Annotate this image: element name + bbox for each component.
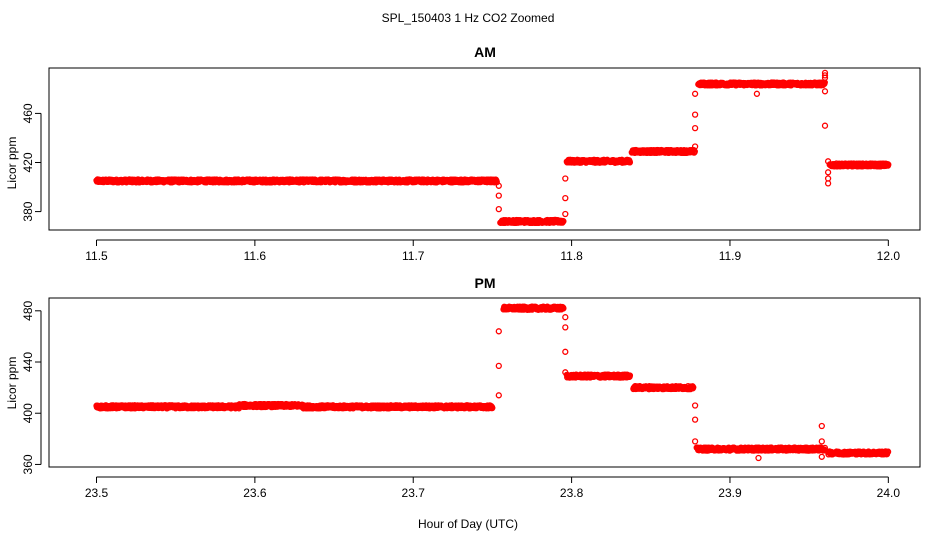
am-data-point	[495, 192, 502, 199]
pm-y-tick-label: 360	[21, 454, 35, 474]
pm-data-point	[495, 328, 502, 335]
am-data-point	[824, 180, 832, 187]
pm-data-point	[560, 305, 567, 312]
pm-data-point	[884, 448, 892, 455]
am-data-point	[821, 122, 829, 129]
am-data-points	[93, 69, 892, 227]
am-data-point	[824, 169, 832, 176]
pm-x-tick-label: 23.7	[402, 486, 426, 500]
am-data-point	[626, 159, 634, 166]
pm-data-point	[691, 416, 699, 423]
pm-x-tick-label: 23.6	[243, 486, 267, 500]
pm-panel-title: PM	[475, 275, 496, 291]
am-data-point	[691, 111, 699, 118]
pm-data-point	[495, 392, 502, 399]
pm-y-tick-label: 440	[21, 352, 35, 372]
am-data-point	[562, 210, 569, 218]
am-data-point	[885, 161, 892, 168]
am-data-point	[495, 205, 502, 213]
am-data-point	[824, 158, 832, 165]
am-x-tick-label: 12.0	[877, 249, 901, 263]
am-x-tick-label: 11.9	[719, 249, 742, 263]
pm-data-point	[626, 372, 634, 379]
pm-data-point	[495, 362, 502, 370]
pm-data-point	[818, 438, 825, 445]
am-y-tick-label: 420	[21, 152, 35, 172]
am-y-tick-label: 380	[21, 201, 35, 221]
pm-data-point	[821, 444, 829, 452]
am-x-tick-label: 11.7	[402, 249, 425, 263]
figure-title: SPL_150403 1 Hz CO2 Zoomed	[382, 11, 555, 25]
pm-data-point	[562, 348, 569, 355]
am-data-point	[691, 143, 699, 150]
am-data-point	[821, 69, 829, 77]
am-y-axis-label: Licor ppm	[5, 137, 19, 190]
am-data-point	[495, 182, 502, 189]
pm-data-point	[562, 314, 569, 321]
am-x-tick-label: 11.6	[244, 249, 267, 263]
am-panel: AM Licor ppm 11.5 11.6 11.7 11.8 11.9 12.0 380…	[5, 44, 921, 263]
pm-data-point	[691, 438, 699, 445]
pm-data-points	[93, 303, 892, 462]
pm-y-axis-label: Licor ppm	[5, 357, 19, 410]
x-axis-label: Hour of Day (UTC)	[418, 517, 518, 531]
pm-data-point	[691, 402, 699, 409]
am-y-tick-label: 460	[21, 103, 35, 123]
am-x-tick-label: 11.8	[560, 249, 583, 263]
am-data-point	[821, 88, 829, 95]
am-data-point	[753, 90, 761, 97]
pm-x-tick-label: 23.5	[85, 486, 109, 500]
pm-data-point	[562, 369, 569, 376]
am-data-point	[562, 175, 569, 182]
am-plot-frame	[48, 67, 921, 231]
pm-data-point	[562, 324, 569, 331]
pm-data-point	[690, 384, 697, 391]
pm-plot-frame	[48, 297, 921, 468]
am-data-point	[562, 194, 569, 202]
pm-x-tick-label: 23.9	[718, 486, 742, 500]
pm-data-point	[818, 422, 825, 430]
pm-data-point	[489, 404, 496, 412]
am-data-point	[821, 72, 829, 79]
am-data-point	[691, 124, 699, 132]
pm-x-tick-label: 24.0	[877, 486, 901, 500]
am-panel-title: AM	[474, 44, 496, 60]
am-data-point	[560, 218, 567, 225]
pm-data-point	[818, 453, 825, 460]
am-data-point	[691, 90, 699, 97]
am-x-tick-label: 11.5	[85, 249, 108, 263]
pm-x-tick-label: 23.8	[560, 486, 584, 500]
pm-data-point	[755, 454, 762, 462]
pm-y-tick-label: 400	[21, 403, 35, 423]
pm-panel: PM Licor ppm 23.5 23.6 23.7 23.8 23.9 24.0 360…	[5, 275, 921, 500]
pm-y-tick-label: 480	[21, 300, 35, 320]
